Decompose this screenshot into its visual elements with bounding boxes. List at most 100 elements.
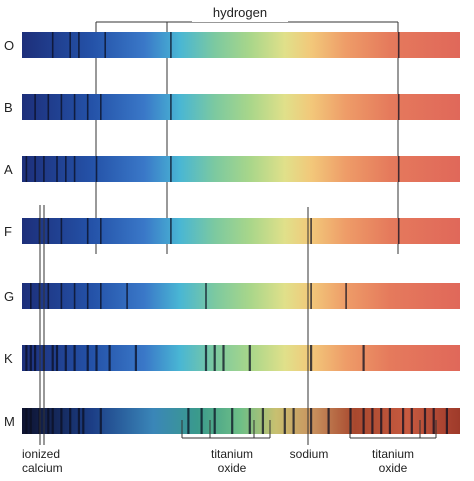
absorption-line <box>388 408 391 434</box>
absorption-line <box>134 345 137 371</box>
absorption-line <box>69 408 72 434</box>
absorption-line <box>47 218 50 244</box>
absorption-line <box>64 345 67 371</box>
spectral-class-label: O <box>4 38 14 53</box>
absorption-line <box>60 94 63 120</box>
absorption-line <box>205 283 207 309</box>
absorption-line <box>204 345 208 371</box>
absorption-line <box>47 408 50 434</box>
absorption-line <box>261 408 264 434</box>
absorption-line <box>402 408 405 434</box>
spectral-class-label: M <box>4 414 15 429</box>
absorption-line <box>231 408 234 434</box>
absorption-line <box>170 32 172 58</box>
absorption-line <box>100 218 102 244</box>
absorption-line <box>100 283 102 309</box>
absorption-line <box>362 408 365 434</box>
absorption-line <box>51 408 54 434</box>
absorption-line <box>187 408 190 434</box>
absorption-line <box>213 408 216 434</box>
spectral-class-label: F <box>4 224 12 239</box>
absorption-line <box>222 345 225 371</box>
absorption-line <box>95 345 98 371</box>
spectrum-bar <box>22 345 460 371</box>
absorption-line <box>34 94 36 120</box>
absorption-line <box>108 345 111 371</box>
ionized-label-line2: calcium <box>22 461 63 475</box>
absorption-line <box>410 408 413 434</box>
absorption-line <box>397 94 400 120</box>
titanium-oxide-label-1-line2: oxide <box>218 461 247 475</box>
absorption-line <box>56 156 58 182</box>
absorption-line <box>69 32 71 58</box>
absorption-line <box>86 218 89 244</box>
absorption-line <box>60 408 63 434</box>
absorption-line <box>78 32 80 58</box>
absorption-line <box>445 408 448 434</box>
absorption-line <box>60 283 63 309</box>
absorption-line <box>248 345 251 371</box>
titanium-oxide-label-2-line1: titanium <box>372 447 414 461</box>
absorption-line <box>95 156 98 182</box>
absorption-line <box>73 345 76 371</box>
absorption-line <box>380 408 383 434</box>
titanium-oxide-label-1-line1: titanium <box>211 447 253 461</box>
absorption-line <box>29 408 32 434</box>
absorption-line <box>397 218 400 244</box>
absorption-line <box>345 283 347 309</box>
absorption-line <box>30 283 32 309</box>
absorption-line <box>104 32 106 58</box>
absorption-line <box>292 408 295 434</box>
absorption-line <box>100 94 102 120</box>
absorption-line <box>327 408 330 434</box>
hydrogen-label: hydrogen <box>213 5 267 20</box>
absorption-line <box>73 283 76 309</box>
spectrum-row-o: O <box>4 32 460 58</box>
absorption-line <box>82 408 85 434</box>
spectral-class-label: K <box>4 351 13 366</box>
absorption-line <box>25 156 28 182</box>
absorption-line <box>86 283 89 309</box>
absorption-line <box>432 408 435 434</box>
absorption-line <box>34 156 36 182</box>
absorption-line <box>213 345 216 371</box>
titanium-oxide-bracket-2 <box>349 420 437 439</box>
spectral-class-label: B <box>4 100 13 115</box>
absorption-line <box>126 283 128 309</box>
absorption-line <box>170 94 172 120</box>
spectrum-bar <box>22 218 460 244</box>
absorption-line <box>170 156 172 182</box>
absorption-line <box>73 94 76 120</box>
absorption-line <box>86 94 89 120</box>
absorption-line <box>99 408 102 434</box>
absorption-line <box>60 218 63 244</box>
spectrum-bar <box>22 94 460 120</box>
absorption-line <box>248 408 251 434</box>
absorption-line <box>362 345 365 371</box>
absorption-line <box>310 218 312 244</box>
absorption-line <box>43 156 45 182</box>
titanium-oxide-label-2-line2: oxide <box>379 461 408 475</box>
spectrum-rows: O B A F G K M <box>4 32 460 434</box>
ionized-label-line1: ionized <box>22 447 60 461</box>
absorption-line <box>25 345 28 371</box>
spectrum-row-g: G <box>4 283 460 309</box>
spectrum-bar <box>22 32 460 58</box>
absorption-line <box>310 283 312 309</box>
absorption-line <box>371 408 374 434</box>
ionized-calcium-lines <box>39 205 45 445</box>
spectral-class-label: A <box>4 162 13 177</box>
spectrum-row-m: M <box>4 408 460 434</box>
spectrum-row-a: A <box>4 156 460 182</box>
spectrum-row-b: B <box>4 94 460 120</box>
absorption-line <box>86 345 89 371</box>
absorption-line <box>397 32 400 58</box>
absorption-line <box>73 156 76 182</box>
sodium-label: sodium <box>290 447 329 461</box>
absorption-line <box>34 345 37 371</box>
absorption-line <box>51 345 54 371</box>
absorption-line <box>310 408 313 434</box>
spectrum-bar <box>22 408 460 434</box>
spectrum-bar <box>22 156 460 182</box>
